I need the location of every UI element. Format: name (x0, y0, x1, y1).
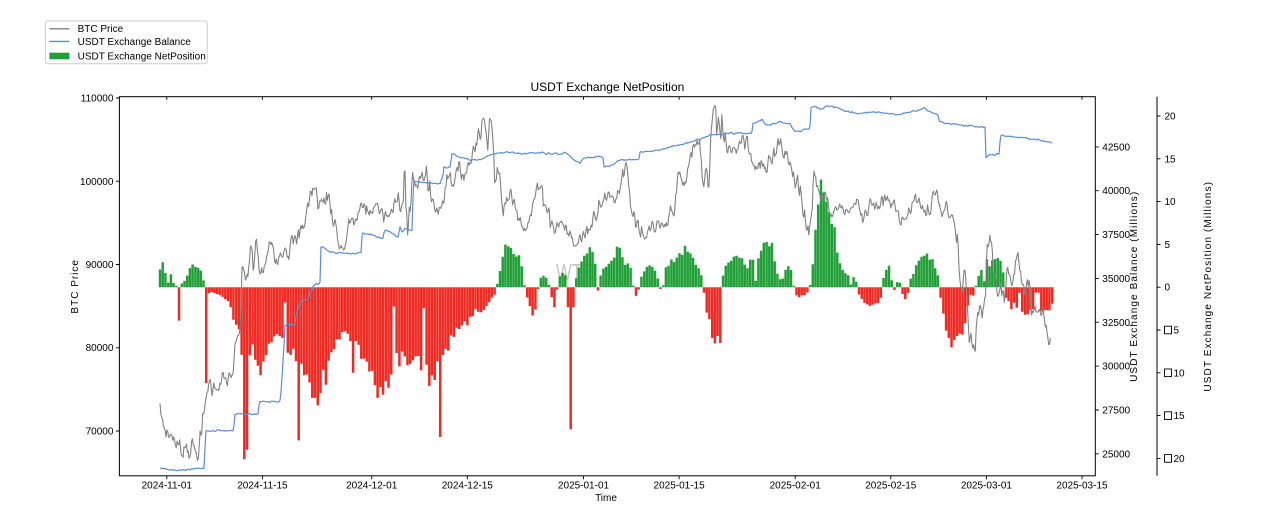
svg-text:110000: 110000 (81, 94, 114, 105)
svg-text:2025-01-15: 2025-01-15 (654, 481, 706, 492)
svg-text:2025-03-15: 2025-03-15 (1056, 481, 1108, 492)
svg-text:0: 0 (1165, 283, 1171, 294)
svg-text:USDT Exchange NetPosition: USDT Exchange NetPosition (78, 51, 206, 62)
svg-text:42500: 42500 (1102, 142, 1130, 153)
svg-text:35000: 35000 (1102, 274, 1130, 285)
svg-text:20: 20 (1165, 112, 1177, 123)
svg-text:15: 15 (1174, 411, 1186, 422)
svg-text:70000: 70000 (86, 427, 114, 438)
svg-text:80000: 80000 (86, 343, 114, 354)
svg-text:2025-01-01: 2025-01-01 (558, 481, 610, 492)
svg-text:USDT Exchange NetPosition: USDT Exchange NetPosition (530, 80, 684, 94)
svg-text:25000: 25000 (1102, 449, 1130, 460)
svg-text:5: 5 (1165, 240, 1171, 251)
svg-text:2025-02-01: 2025-02-01 (770, 481, 822, 492)
svg-text:USDT Exchange NetPosition (Mil: USDT Exchange NetPosition (Millions) (1203, 181, 1214, 392)
svg-text:37500: 37500 (1102, 230, 1130, 241)
svg-text:USDT Exchange Balance (Million: USDT Exchange Balance (Millions) (1129, 191, 1140, 382)
svg-text:40000: 40000 (1102, 186, 1130, 197)
svg-text:2024-11-15: 2024-11-15 (237, 481, 288, 492)
svg-text:15: 15 (1165, 154, 1177, 165)
svg-text:100000: 100000 (80, 177, 114, 188)
svg-text:5: 5 (1174, 326, 1180, 337)
svg-text:90000: 90000 (86, 260, 114, 271)
svg-text:Time: Time (595, 493, 617, 504)
svg-text:10: 10 (1165, 197, 1177, 208)
svg-text:27500: 27500 (1102, 406, 1130, 417)
svg-text:2024-12-01: 2024-12-01 (346, 481, 398, 492)
svg-text:2024-12-15: 2024-12-15 (442, 481, 494, 492)
svg-text:32500: 32500 (1102, 318, 1130, 329)
svg-text:30000: 30000 (1102, 362, 1130, 373)
svg-text:BTC Price: BTC Price (70, 259, 81, 314)
svg-text:10: 10 (1174, 368, 1186, 379)
svg-text:2024-11-01: 2024-11-01 (142, 481, 193, 492)
svg-text:2025-03-01: 2025-03-01 (961, 481, 1013, 492)
svg-text:USDT Exchange Balance: USDT Exchange Balance (78, 37, 192, 48)
svg-text:20: 20 (1174, 454, 1186, 465)
svg-text:BTC Price: BTC Price (78, 24, 124, 35)
svg-text:2025-02-15: 2025-02-15 (865, 481, 917, 492)
